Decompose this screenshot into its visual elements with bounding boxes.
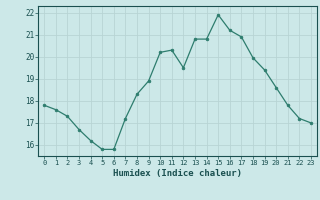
X-axis label: Humidex (Indice chaleur): Humidex (Indice chaleur) [113, 169, 242, 178]
